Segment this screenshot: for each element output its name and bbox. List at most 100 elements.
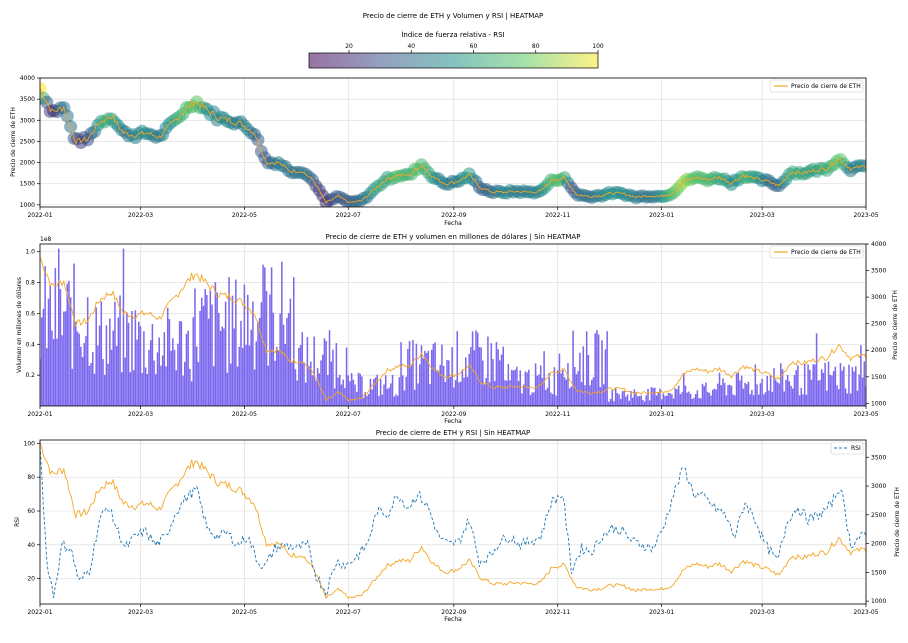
volume-bar <box>858 374 860 406</box>
volume-bar <box>194 288 196 406</box>
volume-bar <box>826 390 828 406</box>
y-tick-label: 100 <box>24 440 36 447</box>
volume-bar <box>294 369 297 406</box>
volume-bar <box>57 248 60 406</box>
y-tick-label: 60 <box>27 508 35 515</box>
price-line-volume-panel <box>40 257 866 402</box>
volume-bar <box>855 366 857 406</box>
volume-bar <box>250 329 252 406</box>
volume-bar <box>327 375 329 406</box>
x-tick-label: 2022-07 <box>336 212 361 219</box>
volume-bar <box>272 312 275 406</box>
volume-bar <box>420 345 423 406</box>
panel1-xlabel: Fecha <box>444 220 462 227</box>
volume-bar <box>677 385 680 406</box>
volume-bar <box>153 360 155 406</box>
volume-bar <box>352 379 355 406</box>
volume-bar <box>507 364 510 406</box>
panel2-ylabel: Volumen en millones de dólares <box>16 277 23 373</box>
volume-bar <box>786 375 789 406</box>
volume-bar <box>608 401 610 406</box>
volume-bar <box>577 371 579 406</box>
volume-bar <box>178 320 181 406</box>
volume-bar <box>856 390 859 406</box>
volume-bar <box>90 363 92 406</box>
x-tick-label: 2022-09 <box>441 212 466 219</box>
volume-bar <box>235 279 237 406</box>
volume-bar <box>580 382 583 406</box>
volume-bar <box>444 382 447 406</box>
volume-bar <box>350 373 353 406</box>
volume-bar <box>332 349 334 406</box>
y2-tick-label: 1000 <box>871 400 886 407</box>
volume-bar <box>834 366 837 406</box>
volume-bar <box>633 389 636 406</box>
volume-bar <box>522 384 525 406</box>
volume-bar <box>211 304 213 406</box>
volume-bar <box>155 374 157 406</box>
colorbar-tick-label: 20 <box>345 43 353 50</box>
colorbar: Índice de fuerza relativa - RSI 20 40 60 80… <box>308 30 604 69</box>
x-tick-label: 2023-05 <box>853 411 878 418</box>
volume-bar <box>841 370 843 406</box>
volume-bar <box>635 392 637 406</box>
volume-bar <box>124 357 126 406</box>
volume-bar <box>466 376 469 406</box>
colorbar-tick-label: 60 <box>470 43 478 50</box>
volume-bar <box>730 385 733 406</box>
volume-bar <box>560 373 562 406</box>
y-tick-label: 2500 <box>20 138 35 145</box>
volume-bar <box>260 302 263 406</box>
volume-bar <box>604 349 607 406</box>
volume-bar <box>54 268 57 406</box>
volume-bar <box>434 342 436 406</box>
panel3-ylabel: RSI <box>14 517 21 527</box>
volume-bar <box>187 330 189 406</box>
volume-bar <box>643 401 646 406</box>
x-tick-label: 2022-03 <box>128 212 153 219</box>
volume-bar <box>270 267 273 406</box>
volume-bar <box>303 363 305 406</box>
volume-bar <box>42 308 45 406</box>
panel1-legend: Precio de cierre de ETH <box>769 79 864 93</box>
y-tick-label: 1000 <box>20 202 35 209</box>
volume-bar <box>103 374 106 406</box>
volume-bar <box>483 384 486 406</box>
volume-bar <box>112 330 114 406</box>
volume-bar <box>275 346 278 406</box>
volume-bar <box>292 277 295 406</box>
volume-bar <box>100 301 103 406</box>
volume-bar <box>655 395 658 406</box>
volume-bar <box>282 324 285 406</box>
volume-bar <box>68 280 70 406</box>
volume-bar <box>781 369 784 406</box>
volume-bar <box>436 369 438 406</box>
volume-bar <box>216 292 218 406</box>
volume-bar <box>468 353 470 406</box>
volume-bar <box>792 388 794 406</box>
volume-bar <box>168 319 171 406</box>
colorbar-tick-label: 40 <box>407 43 415 50</box>
volume-bar <box>768 390 770 406</box>
volume-bar <box>648 400 651 406</box>
volume-bar <box>686 392 688 406</box>
colorbar-label: Índice de fuerza relativa - RSI <box>401 30 504 39</box>
volume-bar <box>478 347 481 406</box>
volume-bar <box>500 354 503 406</box>
volume-bar <box>751 389 753 406</box>
volume-bar <box>638 396 641 406</box>
volume-bar <box>563 377 566 406</box>
volume-bar <box>386 388 389 406</box>
volume-bar <box>86 297 89 406</box>
volume-bar <box>722 378 724 406</box>
x-tick-label: 2022-05 <box>232 212 257 219</box>
volume-bar <box>284 343 287 406</box>
y-tick-label: 3000 <box>20 117 35 124</box>
volume-bar <box>609 398 612 406</box>
volume-bar <box>172 338 174 406</box>
volume-bar <box>279 313 281 406</box>
volume-bar <box>565 379 568 406</box>
volume-bar <box>333 388 336 406</box>
volume-bar <box>689 393 692 406</box>
volume-bar <box>424 350 426 406</box>
